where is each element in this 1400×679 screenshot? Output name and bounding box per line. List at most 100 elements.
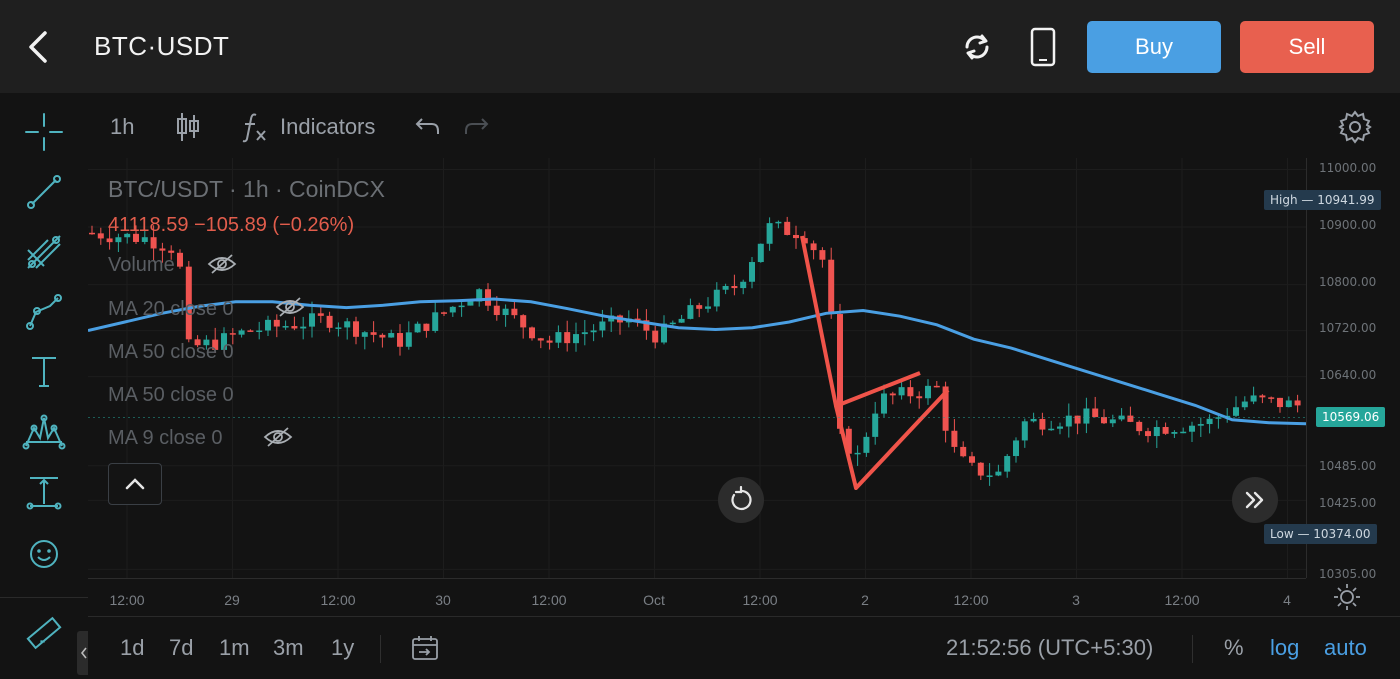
legend-collapse-button[interactable] xyxy=(108,463,162,505)
candle-body xyxy=(1259,395,1266,398)
candle-body xyxy=(722,286,729,290)
hidden-eye-icon[interactable] xyxy=(206,251,238,277)
candle-body xyxy=(995,471,1002,476)
redo-button[interactable] xyxy=(462,109,490,145)
back-button[interactable] xyxy=(14,24,62,70)
high-label-value: 10941.99 xyxy=(1317,193,1375,207)
time-tick: 12:00 xyxy=(531,592,567,608)
candle-body xyxy=(1250,395,1257,402)
ruler-tool[interactable] xyxy=(16,608,72,658)
measure-tool[interactable] xyxy=(16,467,72,517)
candle-body xyxy=(634,318,641,321)
candle-body xyxy=(388,333,395,338)
collapse-toolbar-tab[interactable] xyxy=(77,631,91,675)
range-7d[interactable]: 7d xyxy=(169,635,194,660)
hidden-eye-icon[interactable] xyxy=(262,424,294,450)
scroll-to-realtime-button[interactable] xyxy=(1232,477,1278,523)
clock-timezone[interactable]: 21:52:56 (UTC+5:30) xyxy=(946,635,1154,660)
refresh-button[interactable] xyxy=(952,22,1002,72)
candle-body xyxy=(1206,418,1213,425)
candle-body xyxy=(238,330,245,335)
price-tick: 10305.00 xyxy=(1319,567,1377,581)
candle-body xyxy=(379,334,386,338)
device-toggle-button[interactable] xyxy=(1018,22,1068,72)
candle-body xyxy=(1127,415,1134,422)
chart-settings-button[interactable] xyxy=(1338,109,1372,145)
candle-body xyxy=(273,319,280,327)
candle-body xyxy=(1101,417,1107,424)
log-toggle[interactable]: log xyxy=(1270,635,1300,660)
emoji-tool[interactable] xyxy=(16,529,72,579)
candle-body xyxy=(784,221,791,235)
candle-body xyxy=(1233,407,1239,416)
percent-toggle[interactable]: % xyxy=(1224,635,1244,660)
hidden-eye-icon[interactable] xyxy=(274,294,306,320)
candle-body xyxy=(1241,401,1248,408)
time-axis[interactable]: 12:00 29 12:00 30 12:00 Oct 12:00 2 12:0… xyxy=(88,578,1306,616)
undo-button[interactable] xyxy=(414,109,442,145)
candle-body xyxy=(335,327,342,329)
candle-body xyxy=(1109,419,1116,424)
candle-body xyxy=(265,319,271,331)
candle-body xyxy=(194,339,201,346)
candle-body xyxy=(969,456,975,463)
fib-tool[interactable] xyxy=(16,227,72,277)
candle-body xyxy=(881,393,887,414)
price-tick: 11000.00 xyxy=(1319,161,1377,175)
candle-body xyxy=(749,262,755,282)
high-price-label: High — 10941.99 xyxy=(1264,190,1381,210)
interval-selector[interactable]: 1h xyxy=(110,114,135,139)
candle-body xyxy=(141,237,148,242)
range-3m[interactable]: 3m xyxy=(273,635,304,660)
price-tick: 10800.00 xyxy=(1319,275,1377,289)
price-chart[interactable] xyxy=(88,158,1306,578)
candle-body xyxy=(1294,400,1301,406)
buy-button[interactable]: Buy xyxy=(1087,21,1221,73)
candle-body xyxy=(775,221,782,224)
reset-chart-button[interactable] xyxy=(718,477,764,523)
candle-body xyxy=(1189,425,1195,432)
crosshair-tool[interactable] xyxy=(16,107,72,157)
candle-body xyxy=(1092,408,1099,418)
time-tick: 4 xyxy=(1283,592,1291,608)
range-1d[interactable]: 1d xyxy=(120,635,145,660)
crosshair-icon xyxy=(25,113,63,151)
chart-type-button[interactable] xyxy=(174,109,202,145)
pair-title: BTC·USDT xyxy=(94,31,230,61)
go-to-date-button[interactable] xyxy=(408,631,442,665)
candle-body xyxy=(502,308,509,316)
path-tool[interactable] xyxy=(16,287,72,337)
trend-line-tool[interactable] xyxy=(16,167,72,217)
candle-body xyxy=(810,243,817,251)
low-label-text: Low xyxy=(1270,527,1294,541)
candle-body xyxy=(1118,415,1125,420)
axis-settings-button[interactable] xyxy=(1330,580,1364,614)
auto-toggle[interactable]: auto xyxy=(1324,635,1367,660)
indicators-button[interactable]: Indicators xyxy=(240,109,375,145)
time-tick: 3 xyxy=(1072,592,1080,608)
price-axis[interactable]: 11000.00 10900.00 10800.00 10720.00 1064… xyxy=(1306,158,1400,581)
candle-body xyxy=(916,396,923,399)
range-1y[interactable]: 1y xyxy=(331,635,355,660)
candle-body xyxy=(1057,426,1063,429)
text-tool[interactable] xyxy=(16,347,72,397)
last-price-label: 10569.06 xyxy=(1316,407,1386,427)
candle-body xyxy=(229,333,236,335)
candle-body xyxy=(511,308,518,316)
sell-button[interactable]: Sell xyxy=(1240,21,1374,73)
pattern-tool[interactable] xyxy=(16,407,72,457)
moving-average-line xyxy=(88,297,1306,426)
drawing-line xyxy=(834,388,950,490)
emoji-icon xyxy=(30,540,58,568)
candle-body xyxy=(537,338,544,341)
candle-body xyxy=(546,340,553,343)
candle-body xyxy=(696,305,703,309)
top-bar: BTC·USDT Buy Sell xyxy=(0,0,1400,93)
candle-body xyxy=(555,332,562,343)
chart-area[interactable] xyxy=(88,158,1306,578)
range-1m[interactable]: 1m xyxy=(219,635,250,660)
candle-body xyxy=(837,314,843,429)
candle-body xyxy=(740,281,747,289)
candle-body xyxy=(247,330,254,332)
phone-icon xyxy=(1030,27,1056,67)
